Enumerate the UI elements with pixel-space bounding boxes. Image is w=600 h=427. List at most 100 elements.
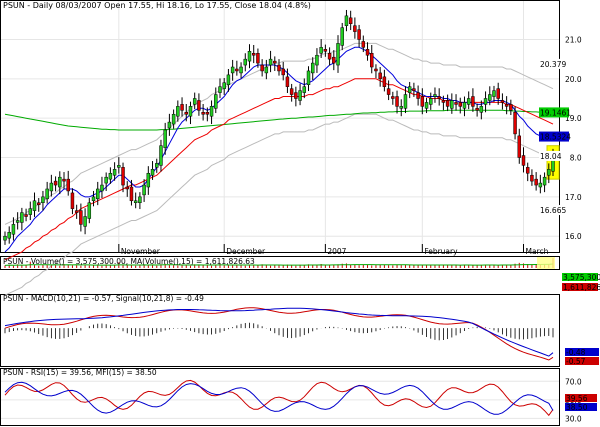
volume-badge-label: 3,575,300 bbox=[563, 273, 600, 282]
candle bbox=[264, 66, 269, 74]
candle bbox=[197, 100, 201, 111]
candle bbox=[344, 15, 349, 26]
candle bbox=[348, 17, 353, 24]
rsi-y-tick: 70.0 bbox=[565, 377, 582, 386]
candle bbox=[521, 155, 526, 166]
price-x-tick: 2007 bbox=[327, 247, 346, 256]
candle bbox=[117, 165, 121, 168]
candle bbox=[323, 49, 328, 52]
candle bbox=[496, 88, 500, 99]
candle bbox=[188, 106, 193, 117]
candle bbox=[488, 94, 492, 101]
rsi-line bbox=[4, 379, 554, 417]
price-title: PSUN - Daily 08/03/2007 Open 17.55, Hi 1… bbox=[3, 1, 311, 10]
mfi-badge-label: 38.50 bbox=[566, 403, 588, 412]
candle bbox=[475, 108, 479, 111]
volume-ma-badge-label: 1,611,826 bbox=[563, 283, 600, 292]
candle bbox=[239, 66, 243, 74]
candle bbox=[49, 182, 54, 192]
candle bbox=[243, 58, 248, 66]
candle bbox=[479, 106, 484, 113]
candle bbox=[214, 94, 218, 109]
candle bbox=[83, 216, 87, 227]
candle bbox=[260, 64, 264, 72]
candle bbox=[256, 52, 260, 64]
candle bbox=[378, 72, 382, 80]
candle bbox=[159, 145, 163, 166]
candle bbox=[374, 68, 378, 72]
candle bbox=[294, 92, 298, 99]
candle bbox=[91, 196, 96, 202]
candle bbox=[184, 112, 188, 115]
candle bbox=[412, 88, 416, 91]
candle bbox=[365, 49, 370, 56]
candle bbox=[24, 214, 28, 217]
price-y-tick: 20.0 bbox=[565, 75, 582, 84]
candle bbox=[370, 52, 374, 68]
candle bbox=[306, 70, 311, 85]
price-x-tick: March bbox=[525, 247, 548, 256]
rsi-badge-label: 39.56 bbox=[566, 394, 588, 403]
candle bbox=[62, 178, 66, 182]
candle bbox=[416, 92, 420, 99]
candle bbox=[163, 129, 167, 148]
candle bbox=[399, 106, 403, 109]
price-badge-label: 19.1461 bbox=[540, 108, 571, 117]
candle bbox=[20, 212, 24, 223]
price-panel-frame bbox=[0, 0, 560, 253]
candle bbox=[11, 224, 16, 235]
candle bbox=[454, 102, 458, 105]
candle bbox=[353, 25, 357, 32]
bollinger-lower-line bbox=[4, 113, 554, 296]
candle bbox=[218, 86, 222, 93]
candle bbox=[180, 104, 184, 111]
candle bbox=[361, 41, 366, 48]
candle bbox=[530, 174, 534, 182]
candle bbox=[277, 64, 281, 72]
candle bbox=[121, 167, 125, 186]
volume-ma-line bbox=[4, 263, 554, 266]
price-badge bbox=[539, 58, 569, 69]
price-badge bbox=[539, 150, 569, 161]
macd-panel-frame bbox=[0, 294, 560, 367]
candle bbox=[513, 112, 517, 135]
candle bbox=[424, 102, 429, 109]
candle bbox=[146, 172, 151, 188]
mfi-badge bbox=[565, 403, 597, 411]
candle bbox=[382, 76, 387, 87]
candle bbox=[230, 66, 235, 74]
candle bbox=[509, 104, 513, 111]
candle bbox=[517, 135, 522, 158]
candle bbox=[327, 52, 332, 60]
candle bbox=[357, 29, 361, 40]
price-y-tick: 19.0 bbox=[565, 114, 582, 123]
candle bbox=[142, 184, 146, 196]
price-badge bbox=[539, 107, 569, 118]
candle bbox=[192, 98, 197, 105]
signal-line bbox=[4, 307, 554, 357]
candle bbox=[53, 180, 58, 186]
macd-line bbox=[4, 307, 554, 361]
macd-signal-badge-label: -0.48 bbox=[566, 348, 586, 357]
volume-title: PSUN - Volume() = 3,575,300.00, MA(Volum… bbox=[3, 257, 255, 266]
macd-badge bbox=[565, 357, 599, 365]
candle bbox=[3, 235, 7, 241]
candle bbox=[150, 169, 155, 176]
price-badge bbox=[539, 131, 569, 142]
candle bbox=[7, 232, 11, 239]
price-badge bbox=[539, 205, 569, 216]
candle bbox=[133, 200, 138, 204]
candle bbox=[155, 163, 159, 168]
candle bbox=[96, 188, 100, 200]
price-x-tick: February bbox=[424, 247, 458, 256]
candle bbox=[70, 192, 75, 209]
candle bbox=[205, 112, 210, 115]
candle bbox=[500, 100, 505, 103]
candle bbox=[235, 68, 239, 72]
candle bbox=[336, 43, 340, 66]
candle bbox=[525, 167, 530, 174]
candle bbox=[247, 51, 252, 62]
rsi-badge bbox=[565, 394, 597, 402]
price-badge-label: 18.5324 bbox=[540, 133, 571, 142]
candle bbox=[222, 82, 226, 89]
